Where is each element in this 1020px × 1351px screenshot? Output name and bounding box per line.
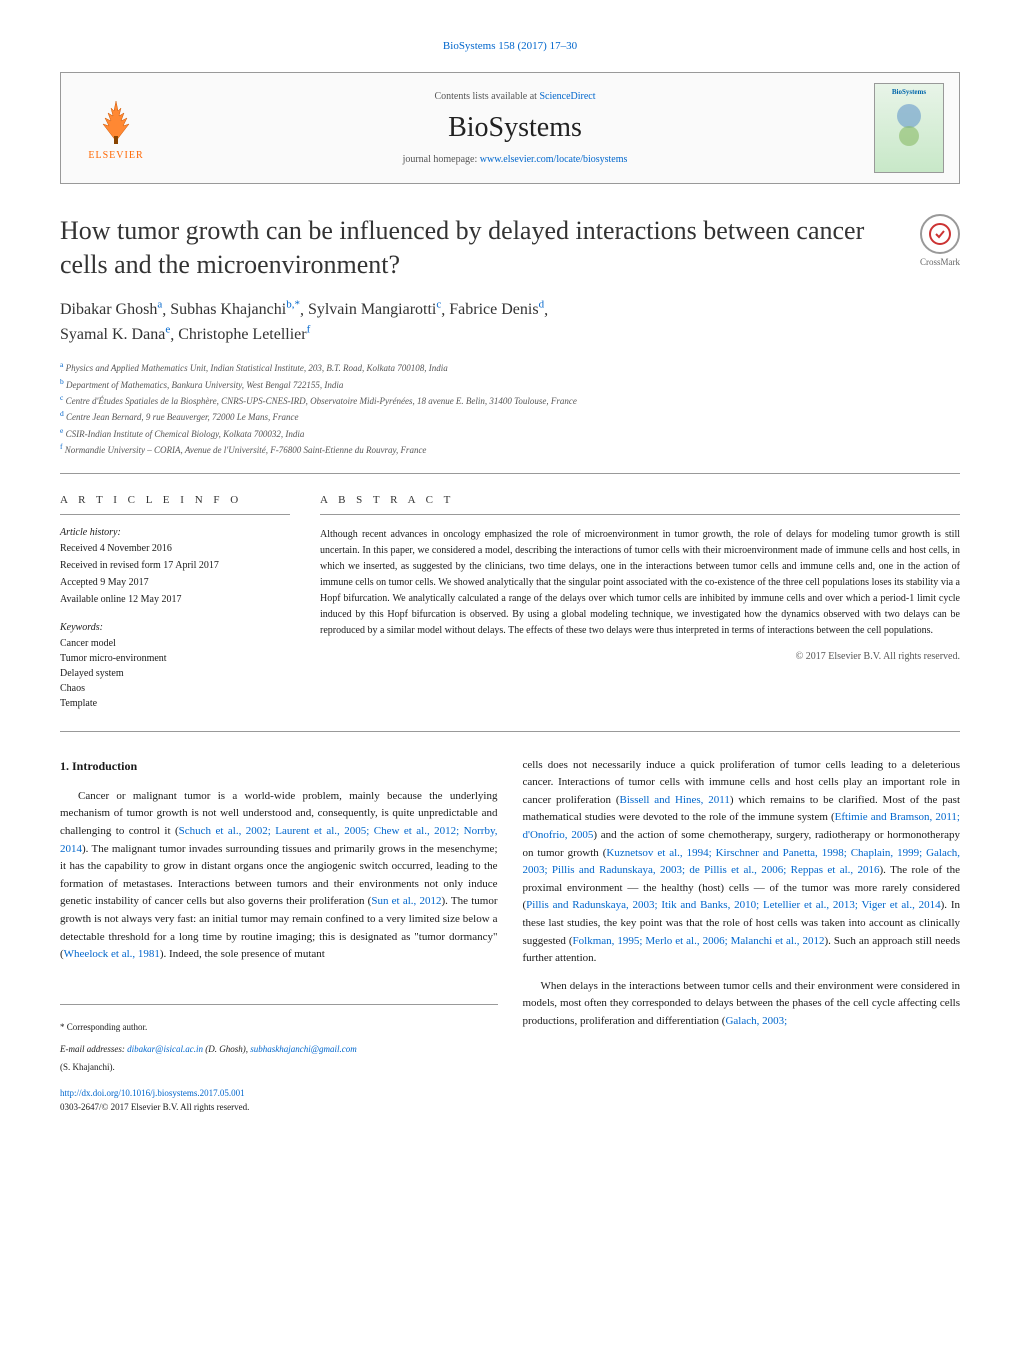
email-line: E-mail addresses: dibakar@isical.ac.in (…: [60, 1042, 498, 1056]
citation-link[interactable]: Wheelock et al., 1981: [64, 948, 160, 960]
author: Syamal K. Danae: [60, 326, 170, 343]
email-link[interactable]: subhaskhajanchi@gmail.com: [250, 1044, 357, 1054]
article-info-heading: A R T I C L E I N F O: [60, 494, 290, 515]
cover-art-icon: [884, 96, 934, 156]
column-left: 1. Introduction Cancer or malignant tumo…: [60, 757, 498, 1115]
journal-ref-link[interactable]: BioSystems 158 (2017) 17–30: [443, 40, 577, 52]
email-link[interactable]: dibakar@isical.ac.in: [127, 1044, 203, 1054]
author: Christophe Letellierf: [178, 326, 310, 343]
affiliations: a Physics and Applied Mathematics Unit, …: [60, 359, 960, 473]
affiliation: d Centre Jean Bernard, 9 rue Beauverger,…: [60, 408, 960, 424]
corresponding-note: * Corresponding author.: [60, 1020, 498, 1034]
author: Dibakar Ghosha: [60, 301, 162, 318]
section-heading: 1. Introduction: [60, 757, 498, 776]
affiliation: a Physics and Applied Mathematics Unit, …: [60, 359, 960, 375]
affiliation: b Department of Mathematics, Bankura Uni…: [60, 376, 960, 392]
keyword: Tumor micro-environment: [60, 651, 290, 666]
doi-section: http://dx.doi.org/10.1016/j.biosystems.2…: [60, 1086, 498, 1115]
journal-header-box: ELSEVIER Contents lists available at Sci…: [60, 72, 960, 184]
history-item: Accepted 9 May 2017: [60, 575, 290, 590]
keywords-label: Keywords:: [60, 622, 290, 633]
affiliation: f Normandie University – CORIA, Avenue d…: [60, 441, 960, 457]
author: Sylvain Mangiarottic: [308, 301, 441, 318]
keyword: Delayed system: [60, 666, 290, 681]
history-label: Article history:: [60, 527, 290, 538]
journal-cover: BioSystems: [874, 83, 944, 173]
journal-reference: BioSystems 158 (2017) 17–30: [60, 40, 960, 52]
homepage-link[interactable]: www.elsevier.com/locate/biosystems: [480, 154, 628, 165]
info-abstract-section: A R T I C L E I N F O Article history: R…: [60, 494, 960, 732]
cover-title: BioSystems: [892, 88, 926, 96]
email-author-name: (S. Khajanchi).: [60, 1060, 498, 1074]
issn-line: 0303-2647/© 2017 Elsevier B.V. All right…: [60, 1100, 498, 1114]
keyword: Chaos: [60, 681, 290, 696]
crossmark-label: CrossMark: [920, 257, 960, 267]
abstract-copyright: © 2017 Elsevier B.V. All rights reserved…: [320, 651, 960, 662]
history-item: Available online 12 May 2017: [60, 592, 290, 607]
title-row: How tumor growth can be influenced by de…: [60, 214, 960, 282]
elsevier-tree-icon: [91, 96, 141, 146]
author: Fabrice Denisd: [449, 301, 544, 318]
header-center: Contents lists available at ScienceDirec…: [156, 91, 874, 165]
history-item: Received in revised form 17 April 2017: [60, 558, 290, 573]
contents-line: Contents lists available at ScienceDirec…: [156, 91, 874, 102]
keyword: Template: [60, 696, 290, 711]
journal-name: BioSystems: [156, 112, 874, 144]
citation-link[interactable]: Galach, 2003;: [725, 1015, 787, 1027]
body-paragraph: Cancer or malignant tumor is a world-wid…: [60, 788, 498, 964]
citation-link[interactable]: Sun et al., 2012: [371, 895, 441, 907]
abstract-text: Although recent advances in oncology emp…: [320, 527, 960, 639]
article-info: A R T I C L E I N F O Article history: R…: [60, 494, 290, 711]
abstract-section: A B S T R A C T Although recent advances…: [320, 494, 960, 711]
body-paragraph: cells does not necessarily induce a quic…: [523, 757, 961, 968]
sciencedirect-link[interactable]: ScienceDirect: [539, 91, 595, 102]
doi-link[interactable]: http://dx.doi.org/10.1016/j.biosystems.2…: [60, 1088, 245, 1098]
author: Subhas Khajanchib,*: [170, 301, 300, 318]
footer-section: * Corresponding author. E-mail addresses…: [60, 1004, 498, 1115]
crossmark-badge[interactable]: CrossMark: [920, 214, 960, 267]
keyword: Cancer model: [60, 636, 290, 651]
elsevier-text: ELSEVIER: [88, 150, 143, 161]
body-content: 1. Introduction Cancer or malignant tumo…: [60, 757, 960, 1115]
history-item: Received 4 November 2016: [60, 541, 290, 556]
affiliation: e CSIR-Indian Institute of Chemical Biol…: [60, 425, 960, 441]
homepage-line: journal homepage: www.elsevier.com/locat…: [156, 154, 874, 165]
authors-list: Dibakar Ghosha, Subhas Khajanchib,*, Syl…: [60, 297, 960, 348]
column-right: cells does not necessarily induce a quic…: [523, 757, 961, 1115]
body-paragraph: When delays in the interactions between …: [523, 978, 961, 1031]
citation-link[interactable]: Pillis and Radunskaya, 2003; Itik and Ba…: [526, 899, 940, 911]
elsevier-logo: ELSEVIER: [76, 88, 156, 168]
abstract-heading: A B S T R A C T: [320, 494, 960, 515]
affiliation: c Centre d'Études Spatiales de la Biosph…: [60, 392, 960, 408]
citation-link[interactable]: Bissell and Hines, 2011: [620, 794, 730, 806]
citation-link[interactable]: Folkman, 1995; Merlo et al., 2006; Malan…: [573, 935, 825, 947]
crossmark-icon: [920, 214, 960, 254]
article-title: How tumor growth can be influenced by de…: [60, 214, 900, 282]
